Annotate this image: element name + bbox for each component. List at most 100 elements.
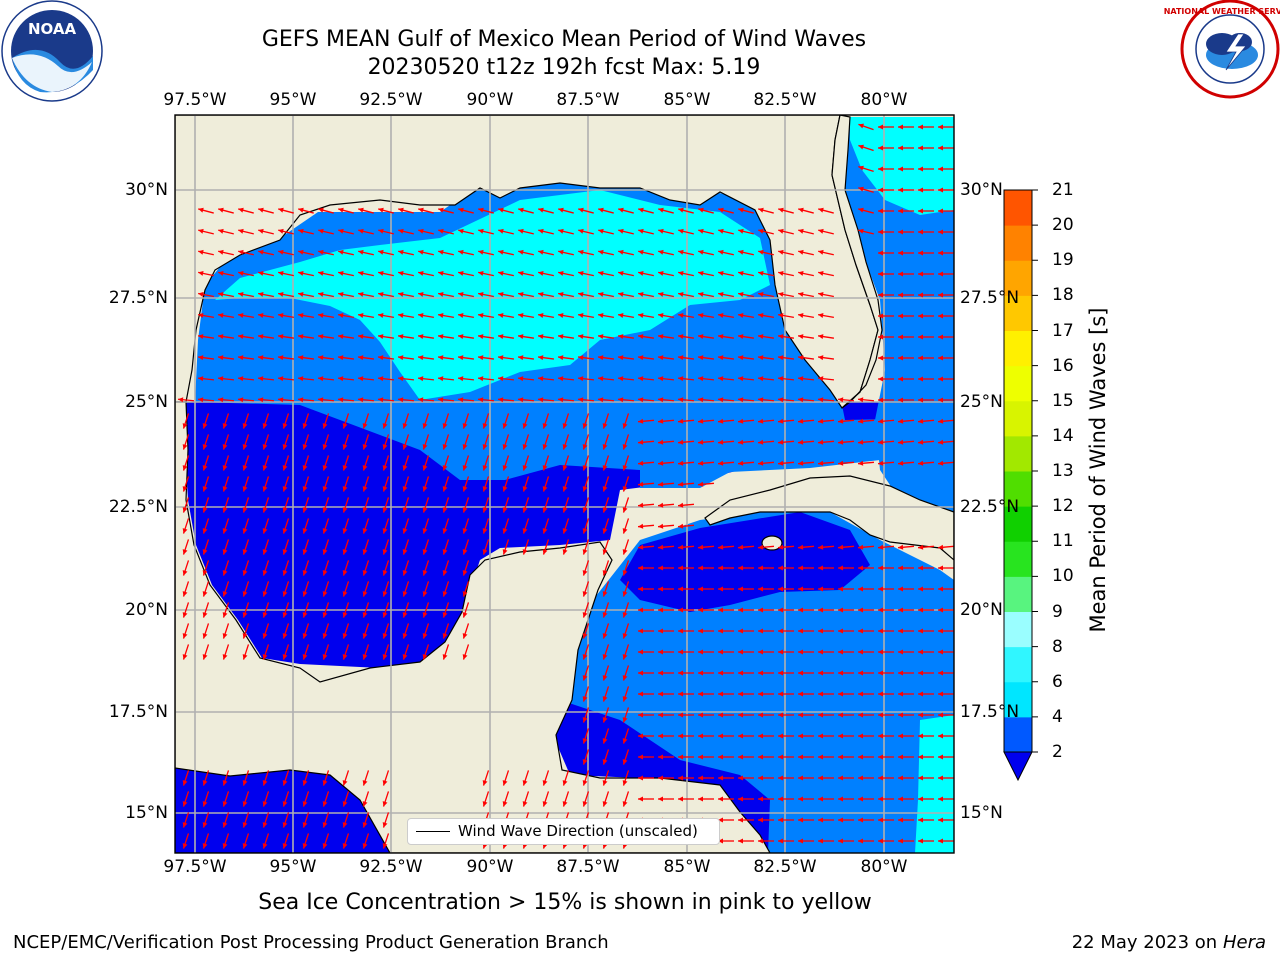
wind-arrow: [562, 476, 570, 492]
wind-arrow: [657, 502, 675, 508]
wind-arrow: [202, 476, 210, 492]
wind-arrow: [357, 355, 375, 361]
wind-arrow: [402, 497, 410, 513]
wind-arrow: [322, 770, 330, 786]
wind-arrow: [697, 481, 715, 487]
wind-arrow: [738, 565, 754, 571]
wind-arrow: [698, 796, 714, 802]
wind-arrow: [578, 249, 594, 256]
wind-arrow: [718, 207, 734, 214]
wind-arrow: [757, 460, 775, 466]
wind-arrow: [737, 439, 755, 445]
wind-arrow: [182, 518, 190, 534]
wind-arrow: [858, 733, 874, 739]
wind-arrow: [658, 228, 674, 235]
wind-arrow: [562, 455, 570, 471]
wind-arrow: [382, 413, 390, 429]
wind-arrow: [878, 775, 894, 781]
wind-arrow: [502, 497, 510, 513]
wind-arrow: [462, 644, 470, 660]
wind-arrow: [582, 518, 590, 534]
wind-arrow: [322, 455, 330, 471]
wind-arrow: [598, 249, 614, 256]
wind-arrow: [458, 228, 474, 235]
wind-arrow: [537, 376, 555, 382]
right-tick-label: 15°N: [960, 803, 1003, 823]
wind-arrow: [382, 581, 390, 597]
wind-arrow: [338, 270, 354, 277]
wind-arrow: [818, 712, 834, 718]
wind-arrow: [918, 124, 934, 130]
wind-arrow: [757, 418, 775, 424]
wind-arrow: [242, 791, 250, 807]
wind-arrow: [938, 292, 954, 298]
wind-arrow: [658, 670, 674, 676]
wind-arrow: [758, 228, 774, 235]
wind-arrow: [302, 560, 310, 576]
wind-arrow: [758, 249, 774, 256]
wind-arrow: [898, 313, 914, 319]
wind-arrow: [877, 460, 895, 466]
wind-arrow: [778, 313, 794, 318]
wind-arrow: [402, 518, 410, 534]
wind-arrow: [938, 229, 954, 235]
wind-arrow: [698, 733, 714, 739]
left-tick-label: 27.5°N: [108, 288, 168, 308]
wind-arrow: [402, 644, 410, 660]
wind-arrow: [302, 791, 310, 807]
wind-arrow: [302, 497, 310, 513]
wind-arrow: [262, 791, 270, 807]
wind-arrow: [617, 355, 635, 361]
wind-arrow: [222, 833, 230, 849]
wind-arrow: [242, 497, 250, 513]
wind-arrow: [302, 434, 310, 450]
wind-arrow: [797, 418, 815, 424]
wind-arrow: [918, 775, 934, 781]
wind-arrow: [297, 334, 315, 340]
wind-arrow: [658, 628, 674, 634]
wind-arrow: [617, 334, 635, 340]
wind-arrow: [458, 207, 474, 214]
wind-arrow: [777, 460, 795, 466]
wind-arrow: [838, 754, 854, 760]
wind-arrow: [237, 355, 255, 361]
wind-arrow: [337, 376, 355, 382]
wind-arrow: [298, 291, 314, 298]
wind-arrow: [417, 355, 435, 361]
wind-arrow: [498, 207, 514, 214]
wind-arrow: [817, 460, 835, 466]
legend-line-swatch: [416, 831, 450, 832]
wind-arrow: [757, 334, 775, 340]
wind-arrow: [322, 791, 330, 807]
wind-arrow: [262, 476, 270, 492]
wind-arrow: [517, 355, 535, 361]
wind-arrow: [838, 817, 854, 823]
wind-arrow: [778, 228, 794, 235]
wind-arrow: [878, 691, 894, 697]
wind-arrow: [582, 644, 590, 660]
wind-arrow: [778, 649, 794, 655]
wind-arrow: [198, 249, 214, 256]
wind-arrow: [242, 581, 250, 597]
wind-arrow: [797, 397, 815, 403]
wind-arrow: [797, 544, 815, 550]
wind-arrow: [898, 250, 914, 256]
wind-arrow: [658, 796, 674, 802]
wind-arrow: [442, 602, 450, 618]
wind-arrow: [918, 397, 934, 403]
bot-tick-label: 90°W: [466, 857, 514, 877]
wind-arrow: [918, 670, 934, 676]
wind-arrow: [362, 518, 370, 534]
wind-arrow: [598, 270, 614, 277]
wind-arrow: [442, 581, 450, 597]
wind-arrow: [418, 313, 434, 318]
wind-arrow: [737, 376, 755, 382]
wind-arrow: [182, 623, 190, 639]
colorbar-tick-label: 17: [1052, 320, 1074, 341]
wind-arrow: [758, 313, 774, 318]
wind-arrow: [798, 691, 814, 697]
wind-arrow: [262, 434, 270, 450]
wind-arrow: [302, 539, 310, 555]
nws-logo: NATIONAL WEATHER SERVICE: [1164, 0, 1280, 99]
wind-arrow: [918, 754, 934, 760]
